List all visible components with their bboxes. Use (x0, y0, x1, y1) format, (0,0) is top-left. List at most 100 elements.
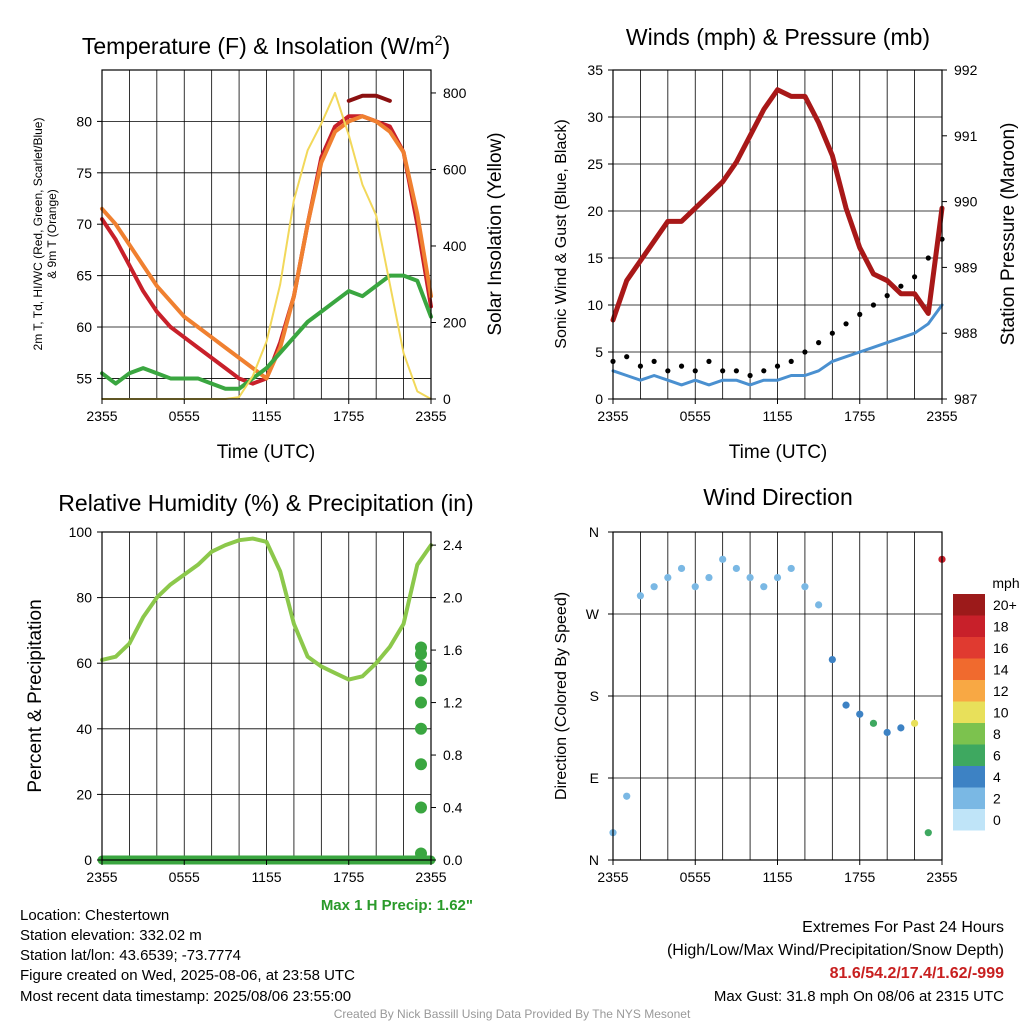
wind-xtick-label: 2355 (597, 408, 628, 424)
wind-ytick-label: 25 (587, 156, 603, 172)
wdir-legend-swatch (953, 637, 985, 659)
temp-ytick-label: 80 (76, 113, 92, 129)
wdir-ytick-label: N (589, 852, 599, 868)
wind-sonic-speed-line (611, 303, 944, 387)
temp-dewpoint-line (100, 273, 433, 391)
temp-heat-index-line (346, 93, 392, 103)
rh-precip-dot (415, 696, 427, 709)
wind-gust-dot (651, 358, 657, 364)
wdir-legend-swatch (953, 723, 985, 745)
rh-ytick-label: 40 (76, 721, 92, 737)
temp-xtick-label: 2355 (415, 408, 446, 424)
recent-data-text: Most recent data timestamp: 2025/08/06 2… (20, 988, 352, 1005)
wind-gust-dot (884, 293, 890, 299)
wdir-point (869, 719, 878, 727)
wind-gust-dot (637, 363, 644, 369)
wdir-legend-swatch (953, 809, 985, 831)
latlon-text: Station lat/lon: 43.6539; -73.7774 (20, 947, 242, 964)
extremes-values: 81.6/54.2/17.4/1.62/-999 (829, 965, 1004, 982)
wdir-legend-label: 20+ (993, 597, 1017, 613)
wind-ytick-label: 0 (595, 391, 603, 407)
rh-y2tick-label: 0.0 (443, 852, 463, 868)
wind-gust-dot (925, 255, 931, 261)
wdir-legend-label: 0 (993, 812, 1001, 828)
elevation-text: Station elevation: 332.02 m (20, 927, 202, 944)
wdir-point (705, 573, 713, 582)
wdir-point (815, 601, 823, 609)
wdir-legend-label: 12 (993, 683, 1009, 699)
temp-xtick-label: 0555 (169, 408, 200, 424)
wdir-legend-swatch (953, 787, 985, 809)
wind-xtick-label: 1155 (762, 408, 792, 424)
wdir-legend-swatch (953, 658, 985, 680)
temp-y2tick-label: 200 (443, 314, 467, 330)
rh-precip-dot (415, 641, 427, 654)
wind-y2tick-label: 992 (954, 62, 978, 78)
wdir-xtick-label: 2355 (926, 869, 957, 885)
wdir-point (636, 592, 645, 600)
wind-gust-dot (911, 274, 918, 280)
rh-xtick-label: 1755 (333, 869, 364, 885)
wdir-point (664, 573, 672, 582)
wind-gust-dot (802, 349, 808, 355)
wind-gust-dot (706, 358, 712, 364)
temp-xlabel: Time (UTC) (217, 442, 316, 463)
wdir-legend-label: 6 (993, 748, 1001, 764)
wind-xlabel: Time (UTC) (729, 442, 828, 463)
wdir-xtick-label: 1755 (844, 869, 875, 885)
temp-xtick-label: 2355 (86, 408, 117, 424)
wind-y2tick-label: 987 (954, 391, 978, 407)
wind-pressure-line (610, 87, 945, 323)
temp-ylabel-line1: 2m T, Td, HI/WC (Red, Green, Scarlet/Blu… (31, 118, 45, 351)
rh-precip-dot (415, 722, 427, 735)
wind-y2tick-label: 991 (954, 128, 978, 144)
location-text: Location: Chestertown (20, 907, 170, 924)
wdir-point (691, 583, 699, 591)
wdir-point (746, 573, 754, 582)
wdir-point (910, 719, 919, 727)
rh-ytick-label: 0 (84, 852, 92, 868)
wdir-point (719, 555, 727, 563)
wind-y2label: Station Pressure (Maroon) (998, 123, 1019, 346)
wdir-point (883, 728, 891, 737)
wdir-legend-swatch (953, 680, 985, 702)
wind-gust-dot (816, 340, 822, 346)
max-gust-text: Max Gust: 31.8 mph On 08/06 at 2315 UTC (713, 988, 1004, 1005)
wdir-legend-swatch (953, 701, 985, 723)
wdir-legend-title: mph (992, 575, 1019, 591)
wind-gust-dot (857, 311, 863, 317)
wind-y2tick-label: 989 (954, 259, 978, 275)
wdir-ytick-label: W (586, 606, 600, 622)
wind-ytick-label: 5 (595, 344, 603, 360)
rh-ytick-label: 20 (76, 786, 92, 802)
wind-gust-dot (665, 368, 671, 374)
temp-ytick-label: 60 (76, 319, 92, 335)
wind-gust-dot (692, 368, 698, 374)
wdir-legend-label: 4 (993, 769, 1001, 785)
rh-xtick-label: 0555 (169, 869, 200, 885)
wdir-legend-label: 18 (993, 619, 1009, 635)
wind-gust-dot (624, 354, 630, 360)
wind-gust-dot (747, 372, 753, 379)
rh-y2tick-label: 1.6 (443, 642, 463, 658)
wdir-point (897, 724, 905, 732)
wdir-legend-label: 16 (993, 640, 1009, 656)
wind-gust-dot (788, 358, 794, 364)
wdir-point (650, 583, 658, 591)
wdir-point (924, 829, 932, 837)
temp-ytick-label: 55 (76, 370, 92, 386)
wdir-point (773, 573, 782, 582)
wind-gust-dot (774, 363, 781, 369)
temp-y2label: Solar Insolation (Yellow) (485, 132, 506, 335)
rh-xtick-label: 2355 (415, 869, 446, 885)
rh-y2tick-label: 0.8 (443, 747, 463, 763)
temp-xtick-label: 1155 (251, 408, 281, 424)
wdir-legend-swatch (953, 766, 985, 788)
temp-ylabel-line2: & 9m T (Orange) (45, 189, 59, 279)
wdir-point (787, 564, 795, 573)
wind-gust-dot (761, 368, 767, 374)
wdir-point (842, 701, 850, 709)
wind-gust-dot (829, 330, 835, 336)
wdir-point (856, 710, 864, 718)
wdir-ylabel: Direction (Colored By Speed) (553, 592, 570, 800)
